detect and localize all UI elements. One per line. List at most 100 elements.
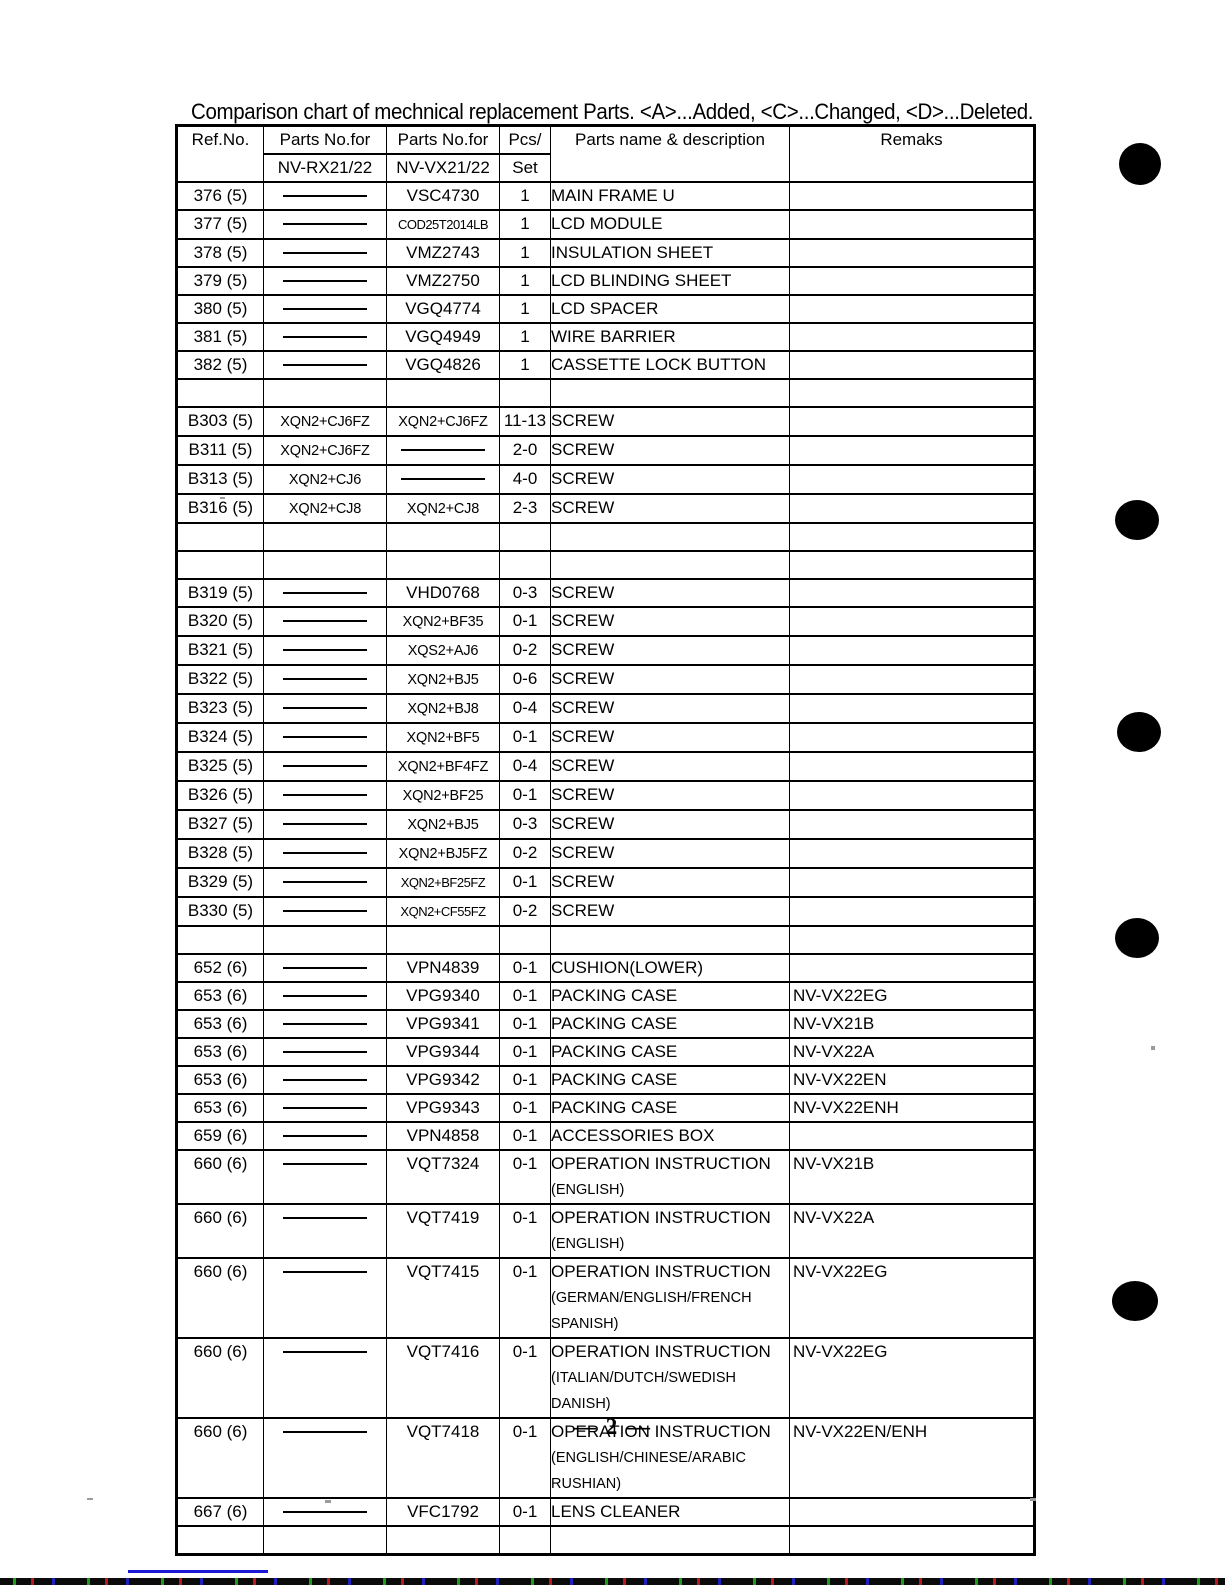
cell-ref-no: 378 (5) — [176, 238, 264, 268]
cell-ref-no: 667 (6) — [176, 1497, 264, 1527]
description-line-1: SCREW — [551, 785, 615, 804]
table-row: B316 (5) XQN2+CJ8 XQN2+CJ8 2-3 SCREW — [176, 493, 1035, 524]
part-number-vx: VSC4730 — [406, 186, 480, 205]
empty-dash-rule — [265, 783, 386, 808]
cell-parts-description: SCREW — [550, 578, 790, 608]
empty-dash-rule — [265, 1152, 386, 1177]
cell-ref-no: B330 (5) — [176, 896, 264, 927]
cell-parts-no-vx: VGQ4774 — [386, 294, 500, 324]
cell-parts-no-rx — [263, 350, 387, 380]
header-pcs-line2: Set — [499, 154, 551, 183]
table-row: 379 (5) VMZ2750 1 LCD BLINDING SHEET — [176, 266, 1035, 296]
spacer-cell — [789, 925, 1035, 955]
cell-pcs-per-set: 0-1 — [499, 981, 551, 1011]
table-row: B323 (5) XQN2+BJ8 0-4 SCREW — [176, 693, 1035, 724]
remark-model-name: NV-VX22ENH — [793, 1098, 899, 1117]
cell-remarks — [789, 209, 1035, 240]
header-description: Parts name & description — [550, 124, 790, 183]
cell-parts-no-vx: XQN2+BJ5 — [386, 664, 500, 695]
cell-parts-no-vx: XQN2+BJ5 — [386, 809, 500, 840]
description-line-1: SCREW — [551, 611, 615, 630]
cell-parts-no-vx: VMZ2743 — [386, 238, 500, 268]
cell-parts-no-rx — [263, 693, 387, 724]
header-remarks: Remaks — [789, 124, 1035, 183]
cell-parts-no-vx: XQN2+BF5 — [386, 722, 500, 753]
cell-remarks — [789, 1121, 1035, 1151]
empty-dash-rule — [265, 1340, 386, 1365]
description-line-3: RUSHIAN) — [551, 1476, 622, 1492]
table-row: 378 (5) VMZ2743 1 INSULATION SHEET — [176, 238, 1035, 268]
cell-remarks — [789, 493, 1035, 524]
description-line-3: SPANISH) — [551, 1316, 619, 1332]
part-number-vx: XQN2+BF25 — [402, 788, 484, 804]
part-number-vx: XQN2+BJ5 — [407, 817, 479, 833]
spacer-cell — [499, 378, 551, 408]
empty-dash-rule — [265, 696, 386, 721]
description-line-1: PACKING CASE — [551, 986, 678, 1005]
cell-parts-description: LCD BLINDING SHEET — [550, 266, 790, 296]
spacer-cell — [263, 550, 387, 580]
spacer-cell — [550, 925, 790, 955]
cell-parts-no-rx — [263, 896, 387, 927]
cell-parts-description: SCREW — [550, 838, 790, 869]
cell-remarks — [789, 435, 1035, 466]
empty-dash-rule — [265, 269, 386, 293]
cell-ref-no: B323 (5) — [176, 693, 264, 724]
table-row: 660 (6) VQT7419 0-1 OPERATION INSTRUCTION (E… — [176, 1203, 1035, 1259]
cell-parts-description: SCREW — [550, 780, 790, 811]
cell-pcs-per-set: 0-2 — [499, 838, 551, 869]
cell-parts-no-vx: VFC1792 — [386, 1497, 500, 1527]
cell-parts-description: INSULATION SHEET — [550, 238, 790, 268]
header-pcs: Pcs/ — [499, 124, 551, 155]
cell-parts-no-vx: XQN2+BJ8 — [386, 693, 500, 724]
cell-parts-no-rx: XQN2+CJ8 — [263, 493, 387, 524]
cell-parts-description: SCREW — [550, 493, 790, 524]
cell-pcs-per-set: 0-2 — [499, 635, 551, 666]
cell-parts-no-rx — [263, 1149, 387, 1205]
cell-pcs-per-set: 1 — [499, 322, 551, 352]
empty-dash-rule — [388, 467, 499, 492]
cell-pcs-per-set: 0-1 — [499, 1009, 551, 1039]
empty-dash-rule — [265, 841, 386, 866]
description-line-1: PACKING CASE — [551, 1014, 678, 1033]
table-row: 381 (5) VGQ4949 1 WIRE BARRIER — [176, 322, 1035, 352]
cell-parts-no-rx — [263, 322, 387, 352]
cell-parts-no-rx — [263, 266, 387, 296]
cell-pcs-per-set: 4-0 — [499, 464, 551, 495]
table-spacer-row — [176, 522, 1035, 552]
cell-parts-description: PACKING CASE — [550, 981, 790, 1011]
remark-model-name: NV-VX21B — [793, 1154, 875, 1173]
empty-dash-rule — [265, 1124, 386, 1148]
description-line-1: SCREW — [551, 872, 615, 891]
empty-dash-rule — [388, 438, 499, 463]
empty-dash-rule — [265, 1420, 386, 1445]
cell-remarks — [789, 406, 1035, 437]
description-line-1: SCREW — [551, 843, 615, 862]
description-line-1: LCD SPACER — [551, 299, 659, 318]
cell-parts-no-vx: VMZ2750 — [386, 266, 500, 296]
part-number-vx: VPG9343 — [406, 1098, 480, 1117]
description-line-3: DANISH) — [551, 1396, 611, 1412]
remark-model-name: NV-VX22EN — [793, 1070, 887, 1089]
part-number-vx: XQN2+BF5 — [406, 730, 480, 746]
cell-pcs-per-set: 0-1 — [499, 1093, 551, 1123]
part-number-vx: COD25T2014LB — [397, 217, 489, 232]
cell-remarks — [789, 838, 1035, 869]
spacer-cell — [550, 378, 790, 408]
part-number-vx: VQT7415 — [406, 1262, 480, 1281]
part-number-vx: VGQ4949 — [405, 327, 481, 346]
table-header-row-2: NV-RX21/22 NV-VX21/22 Set — [177, 154, 1035, 183]
empty-dash-rule — [265, 899, 386, 924]
cell-ref-no: B328 (5) — [176, 838, 264, 869]
cell-pcs-per-set: 0-3 — [499, 809, 551, 840]
table-row: 667 (6) VFC1792 0-1 LENS CLEANER — [176, 1497, 1035, 1527]
table-row: 653 (6) VPG9340 0-1 PACKING CASE NV-VX22EG — [176, 981, 1035, 1011]
cell-parts-no-vx: XQN2+BF35 — [386, 606, 500, 637]
cell-parts-no-rx — [263, 1203, 387, 1259]
cell-parts-description: SCREW — [550, 664, 790, 695]
table-row: 652 (6) VPN4839 0-1 CUSHION(LOWER) — [176, 953, 1035, 983]
cell-ref-no: 660 (6) — [176, 1149, 264, 1205]
empty-dash-rule — [265, 184, 386, 208]
cell-parts-no-vx: VHD0768 — [386, 578, 500, 608]
cell-parts-no-rx — [263, 838, 387, 869]
